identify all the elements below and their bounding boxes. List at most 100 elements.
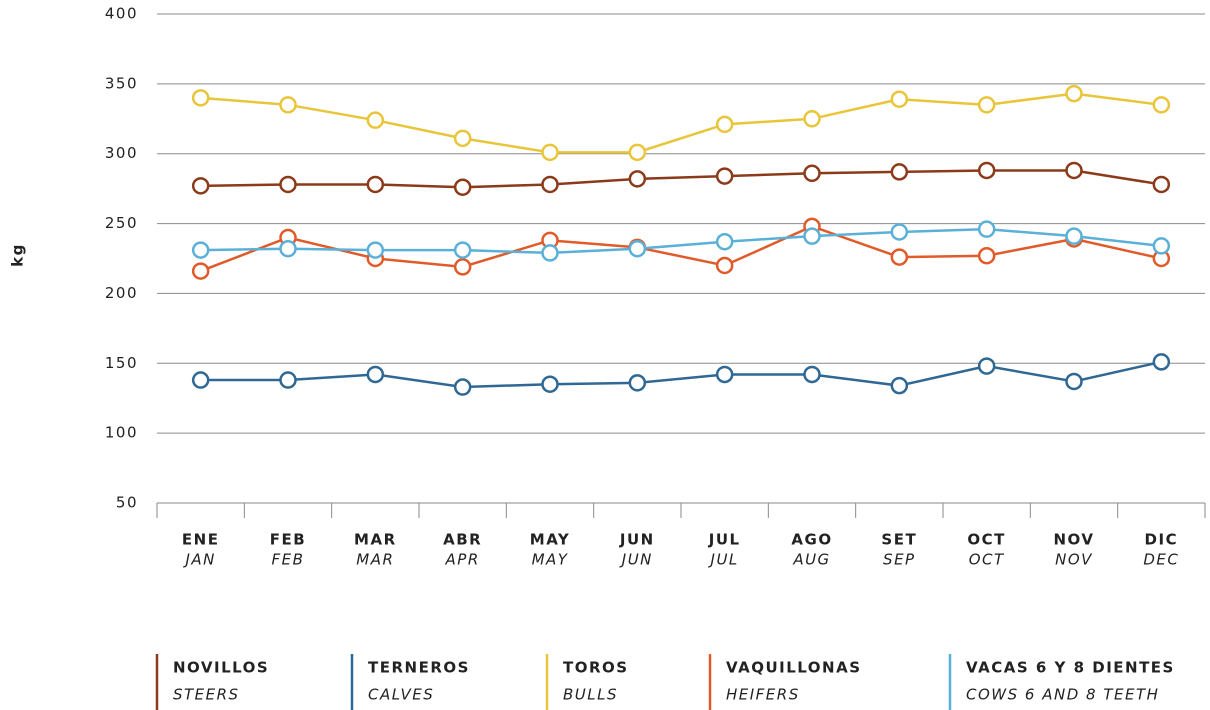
- point: [715, 115, 734, 134]
- point: [1065, 227, 1083, 245]
- series-line: [200, 92, 1162, 154]
- legend-label: VACAS 6 Y 8 DIENTES: [966, 659, 1175, 677]
- point: [366, 241, 385, 259]
- legend-label-en: BULLS: [563, 686, 618, 704]
- x-tick-label-en: JUN: [619, 551, 653, 569]
- point: [366, 111, 385, 129]
- point: [541, 375, 559, 393]
- y-tick-label: 400: [105, 5, 138, 23]
- point: [191, 177, 210, 195]
- point: [1152, 96, 1171, 114]
- point: [803, 227, 821, 245]
- y-tick-label: 200: [105, 284, 138, 302]
- x-tick-label-en: NOV: [1055, 551, 1093, 569]
- legend-label: TOROS: [563, 659, 629, 677]
- point: [977, 96, 996, 114]
- legend-label-en: COWS 6 AND 8 TEETH: [966, 686, 1159, 704]
- y-tick-label: 150: [105, 354, 138, 372]
- point: [453, 258, 472, 276]
- x-tick-label-en: SEP: [883, 551, 916, 569]
- x-tick-label: MAY: [530, 531, 570, 549]
- x-tick-label: NOV: [1053, 531, 1094, 549]
- point: [191, 89, 210, 107]
- point: [453, 129, 472, 148]
- x-tick-label-en: JAN: [182, 551, 215, 569]
- point: [715, 365, 734, 384]
- y-tick-label: 250: [105, 214, 138, 232]
- x-tick-label: JUN: [619, 531, 655, 549]
- legend-label: VAQUILLONAS: [726, 659, 862, 677]
- x-tick-label: DIC: [1145, 531, 1179, 549]
- y-tick-label: 50: [116, 494, 138, 512]
- x-tick-label: ENE: [182, 531, 220, 549]
- x-tick-label-en: AUG: [792, 551, 830, 569]
- point: [1152, 175, 1171, 194]
- x-tick-label: SET: [881, 531, 917, 549]
- x-tick-label-en: JUL: [708, 551, 739, 569]
- y-tick-label: 100: [105, 424, 138, 442]
- point: [279, 175, 297, 194]
- point: [628, 374, 647, 392]
- point: [803, 365, 821, 384]
- point: [279, 96, 297, 114]
- point: [890, 163, 909, 181]
- point: [890, 248, 909, 266]
- x-tick-label: MAR: [354, 531, 397, 549]
- point: [890, 90, 909, 108]
- point: [803, 110, 821, 128]
- x-tick-label-en: APR: [445, 551, 480, 569]
- x-tick-label: AGO: [791, 531, 832, 549]
- legend-label: NOVILLOS: [173, 659, 269, 677]
- point: [1152, 237, 1171, 255]
- x-tick-label: JUL: [708, 531, 741, 549]
- x-tick-label-en: MAY: [532, 551, 569, 569]
- point: [715, 167, 734, 185]
- point: [628, 170, 647, 188]
- legend-label-en: CALVES: [368, 686, 434, 704]
- point: [1065, 372, 1083, 391]
- y-tick-label: 300: [105, 144, 138, 162]
- x-tick-label: OCT: [967, 531, 1006, 549]
- point: [279, 371, 297, 389]
- x-tick-label-en: MAR: [356, 551, 394, 569]
- point: [628, 239, 647, 258]
- point: [366, 365, 385, 384]
- point: [1065, 84, 1083, 103]
- legend-label-en: STEERS: [173, 686, 240, 704]
- point: [715, 256, 734, 275]
- point: [977, 161, 996, 180]
- point: [366, 175, 385, 194]
- point: [977, 246, 996, 265]
- series-line: [200, 169, 1162, 189]
- point: [803, 164, 821, 183]
- point: [977, 220, 996, 238]
- point: [541, 175, 559, 194]
- point: [191, 241, 210, 259]
- point: [977, 357, 996, 375]
- series-line: [200, 360, 1162, 389]
- x-tick-label-en: FEB: [272, 551, 305, 569]
- x-tick-label-en: OCT: [969, 551, 1005, 569]
- point: [628, 143, 647, 162]
- point: [541, 244, 559, 262]
- y-axis-label: kg: [9, 243, 27, 267]
- point: [453, 378, 472, 396]
- series-line: [200, 225, 1162, 273]
- legend-label: TERNEROS: [368, 659, 470, 677]
- legend-label-en: HEIFERS: [726, 686, 800, 704]
- point: [191, 262, 210, 280]
- point: [1152, 353, 1171, 371]
- point: [715, 232, 734, 251]
- point: [191, 371, 210, 389]
- point: [453, 241, 472, 259]
- series-line: [200, 227, 1162, 255]
- x-tick-label: FEB: [270, 531, 306, 549]
- point: [279, 239, 297, 258]
- y-tick-label: 350: [105, 74, 138, 92]
- point: [890, 376, 909, 395]
- point: [1065, 161, 1083, 180]
- x-tick-label: ABR: [443, 531, 482, 549]
- point: [890, 223, 909, 241]
- point: [453, 178, 472, 196]
